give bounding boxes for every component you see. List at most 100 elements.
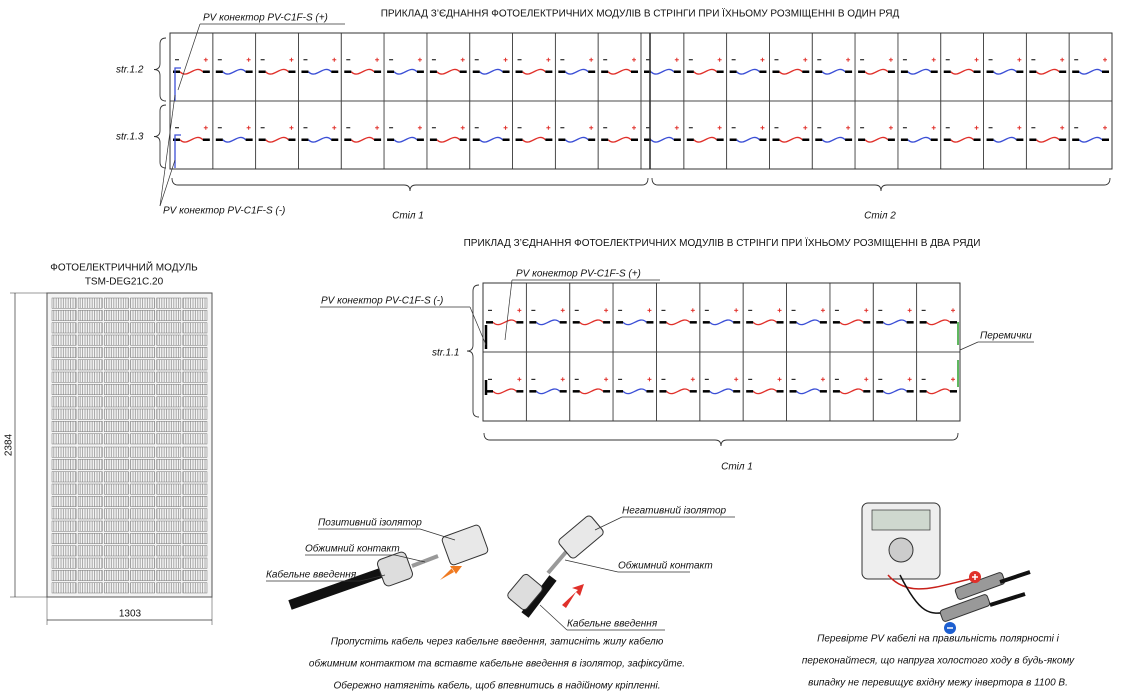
cell [130, 310, 155, 321]
module-cell [699, 282, 744, 353]
module-cell [554, 100, 599, 170]
connector-plus-label: PV конектор PV-C1F-S (+) [203, 13, 328, 24]
cell [104, 322, 129, 334]
cable [736, 68, 760, 75]
module-cell [726, 100, 770, 170]
module-cell [656, 351, 701, 422]
leader [959, 341, 979, 351]
cell [104, 582, 129, 594]
array-frame [482, 282, 961, 422]
module-cell [640, 100, 685, 170]
cell [77, 297, 103, 309]
cell [182, 384, 208, 395]
cable [709, 319, 734, 326]
module-cell [255, 100, 299, 170]
cell [51, 433, 77, 445]
cell [182, 508, 208, 520]
module-cell [569, 282, 614, 353]
cell [130, 421, 155, 432]
cell [130, 297, 155, 309]
cell [156, 433, 182, 445]
cell [182, 310, 208, 321]
cable [864, 136, 889, 143]
cable [907, 68, 932, 75]
check-line: випадку не перевищує вхідну межу інверто… [808, 678, 1068, 689]
module-cell [811, 32, 856, 102]
cell [182, 570, 208, 581]
cell [77, 496, 103, 507]
cell [182, 446, 208, 458]
brace [153, 37, 167, 102]
cable [778, 68, 803, 75]
cell [156, 557, 182, 569]
cell [51, 408, 77, 420]
module-cell [940, 100, 984, 170]
cable [864, 68, 889, 75]
module-cell [512, 32, 556, 102]
cable [796, 388, 821, 395]
module-cell [854, 32, 899, 102]
jumpers-label: Перемички [980, 331, 1032, 342]
cell [182, 322, 208, 334]
cell [130, 483, 155, 495]
cable [535, 388, 561, 395]
cable [665, 388, 691, 395]
cell [51, 520, 77, 532]
cable [778, 136, 803, 143]
cell [130, 545, 155, 557]
array-frame [169, 32, 1113, 170]
part-label: Позитивний ізолятор [318, 518, 422, 529]
cell [77, 459, 103, 470]
cell [104, 371, 129, 383]
cable [736, 136, 760, 143]
leader [177, 23, 201, 91]
module-cell [829, 351, 874, 422]
dial [888, 537, 914, 563]
cable [665, 319, 691, 326]
cell [77, 359, 103, 371]
cell [104, 421, 129, 432]
cell [156, 359, 182, 371]
cable [989, 570, 1031, 607]
screen [871, 509, 931, 531]
cable [752, 388, 778, 395]
cable [796, 319, 821, 326]
cell [51, 334, 77, 346]
leader [594, 516, 623, 531]
module-cell [426, 32, 471, 102]
cell [104, 384, 129, 395]
module-cell [742, 282, 787, 353]
cable [393, 136, 418, 143]
leader [564, 559, 619, 573]
lead [174, 67, 181, 101]
cell [182, 359, 208, 371]
module-cell [469, 32, 513, 102]
instruction-line: Обережно натягніть кабель, щоб впевнитис… [333, 680, 660, 691]
cell [182, 421, 208, 432]
cell [104, 508, 129, 520]
leader [159, 159, 176, 207]
cell [104, 408, 129, 420]
cell [51, 347, 77, 358]
cell [51, 421, 77, 432]
module-cell [612, 282, 657, 353]
module-cell [597, 100, 642, 170]
cell [77, 446, 103, 458]
module-cell [340, 32, 385, 102]
cell [104, 557, 129, 569]
module-cell [482, 351, 527, 422]
cable [926, 319, 951, 326]
string-label: str.1.2 [116, 65, 144, 76]
cell [104, 496, 129, 507]
module-cell [786, 282, 831, 353]
module-cell [1068, 100, 1113, 170]
cell [182, 557, 208, 569]
module-cell [983, 32, 1027, 102]
module-cell [255, 32, 299, 102]
cable [950, 68, 975, 75]
cell [77, 384, 103, 395]
leader [539, 604, 568, 631]
lead [174, 134, 181, 168]
cable [350, 136, 375, 143]
pv-connector [939, 594, 991, 622]
